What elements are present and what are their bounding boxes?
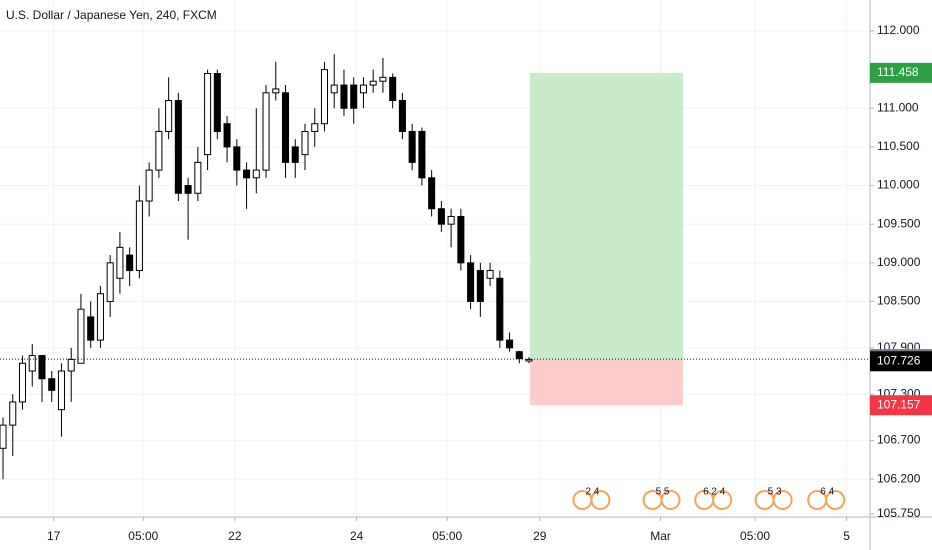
event-label: 6 4	[820, 487, 834, 498]
price-label-box	[870, 351, 932, 372]
candle-body	[194, 161, 202, 194]
candle-body	[515, 351, 523, 360]
candle-body	[165, 100, 173, 132]
candle-body	[9, 401, 17, 426]
candle-body	[184, 185, 192, 194]
candle-body	[67, 358, 75, 372]
candle-body	[106, 262, 114, 302]
candle-body	[213, 72, 221, 132]
event-icon	[825, 490, 846, 510]
x-tick-label: 17	[47, 529, 61, 543]
x-tick-label: 22	[228, 529, 242, 543]
candle-body	[525, 358, 533, 362]
candle-body	[330, 84, 338, 94]
candle-body	[418, 130, 426, 179]
candle-body	[291, 146, 299, 163]
y-tick-label: 109.500	[877, 216, 921, 230]
x-tick-label: 5	[843, 529, 850, 543]
candle-body	[428, 177, 436, 210]
candle-body	[262, 92, 270, 171]
price-label: 107.157	[877, 397, 921, 411]
event-icon	[772, 490, 793, 510]
candle-body	[496, 277, 504, 341]
candle-body	[155, 130, 163, 171]
candle-body	[233, 146, 241, 171]
y-tick-label: 110.500	[877, 139, 920, 153]
candle-body	[320, 69, 329, 125]
candle-body	[204, 72, 212, 156]
candle-body	[0, 424, 7, 449]
candle-body	[126, 254, 134, 272]
y-tick-label: 108.500	[877, 294, 921, 308]
candle-body	[252, 169, 260, 179]
candle-body	[281, 92, 290, 163]
candle-body	[389, 76, 397, 102]
price-label-box	[870, 62, 932, 83]
candle-body	[243, 169, 251, 179]
loss-zone	[530, 359, 683, 406]
candle-body	[57, 370, 65, 411]
price-label: 107.726	[877, 353, 921, 367]
candle-body	[408, 130, 416, 163]
y-tick-label: 111.000	[877, 100, 919, 114]
candle-body	[77, 308, 85, 364]
candle-body	[174, 100, 182, 194]
price-label: 111.458	[877, 65, 919, 79]
candle-body	[18, 362, 27, 403]
y-tick-label: 109.000	[877, 255, 921, 269]
candle-body	[38, 355, 46, 380]
event-icon	[590, 490, 611, 510]
profit-zone	[530, 72, 683, 360]
candle-body	[145, 169, 153, 202]
candle-body	[467, 262, 475, 302]
candle-body	[457, 215, 465, 264]
x-tick-label: 24	[350, 529, 364, 543]
candle-body	[447, 215, 455, 225]
price-label-box	[870, 395, 932, 416]
candle-body	[272, 88, 280, 94]
y-tick-label: 106.700	[877, 433, 921, 447]
y-tick-label: 110.000	[877, 178, 920, 192]
candle-body	[48, 378, 56, 391]
candle-body	[301, 130, 309, 156]
candle-body	[369, 80, 377, 86]
y-tick-label: 105.750	[877, 506, 921, 520]
event-label: 5 3	[768, 487, 782, 498]
candle-body	[28, 355, 36, 372]
x-tick-label: 29	[533, 529, 547, 543]
x-tick-label: Mar	[650, 529, 671, 543]
candle-body	[359, 84, 367, 94]
candle-body	[379, 76, 387, 82]
event-icon	[712, 490, 733, 510]
candle-body	[135, 200, 143, 272]
candle-body	[437, 208, 445, 225]
event-icon	[660, 490, 681, 510]
candle-body	[87, 316, 95, 341]
chart-title: U.S. Dollar / Japanese Yen, 240, FXCM	[6, 8, 217, 22]
event-label: 2 4	[585, 487, 599, 498]
event-label: 6 2 4	[703, 487, 726, 498]
x-tick-label: 05:00	[740, 529, 770, 543]
candle-body	[116, 246, 124, 279]
x-tick-label: 05:00	[128, 529, 158, 543]
event-label: 5 5	[656, 487, 670, 498]
candle-body	[96, 293, 104, 341]
candle-body	[223, 123, 231, 148]
candle-body	[486, 270, 494, 279]
y-tick-label: 106.200	[877, 471, 921, 485]
candle-body	[350, 84, 358, 109]
candle-body	[340, 84, 348, 109]
y-tick-label: 112.000	[877, 23, 920, 37]
candle-body	[476, 270, 484, 302]
candle-body	[311, 123, 319, 132]
candle-body	[506, 339, 514, 349]
x-tick-label: 05:00	[432, 529, 462, 543]
candle-body	[398, 100, 406, 132]
